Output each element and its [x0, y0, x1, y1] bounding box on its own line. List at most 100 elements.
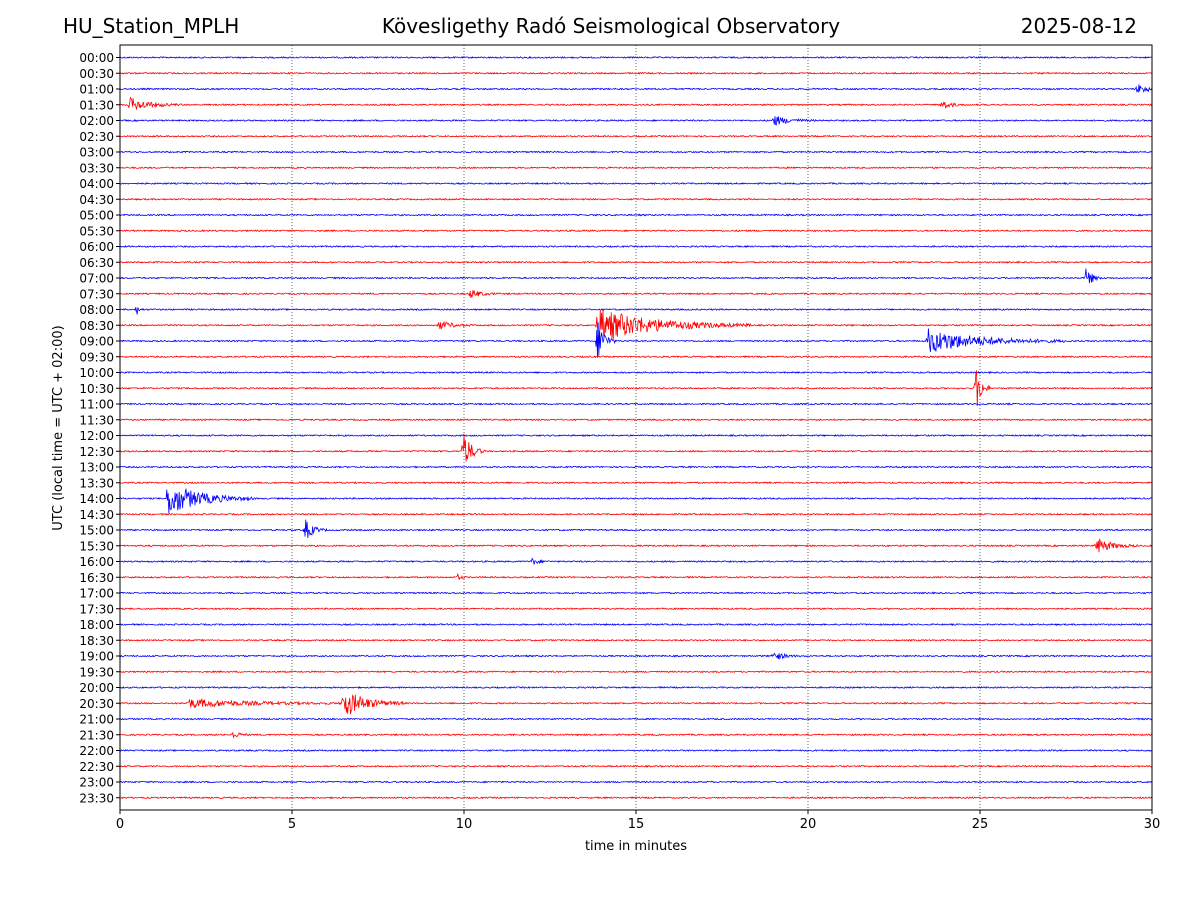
- trace-0130: [119, 96, 1153, 110]
- trace-1200: [119, 434, 1153, 438]
- x-tick-label: 15: [628, 817, 645, 832]
- trace-2330: [119, 796, 1153, 800]
- y-tick-label: 12:00: [79, 429, 114, 443]
- y-tick-label: 18:30: [79, 634, 114, 648]
- y-tick-label: 13:30: [79, 476, 114, 490]
- trace-0730: [119, 289, 1153, 299]
- trace-0000: [119, 55, 1153, 59]
- trace-2000: [119, 685, 1153, 690]
- y-tick-label: 11:30: [79, 413, 114, 427]
- y-tick-label: 08:00: [79, 303, 114, 317]
- y-tick-label: 19:00: [79, 650, 114, 664]
- grid-lines: [291, 45, 981, 810]
- y-tick-label: 23:00: [79, 776, 114, 790]
- trace-0700: [119, 268, 1153, 284]
- y-tick-label: 16:00: [79, 555, 114, 569]
- chart-title: Kövesligethy Radó Seismological Observat…: [381, 14, 841, 38]
- y-tick-label: 14:30: [79, 508, 114, 522]
- trace-0200: [119, 116, 1153, 126]
- trace-1930: [119, 670, 1153, 674]
- y-tick-label: 06:00: [79, 240, 114, 254]
- x-axis-label: time in minutes: [585, 839, 687, 854]
- y-tick-label: 10:00: [79, 366, 114, 380]
- trace-2030: [119, 694, 1153, 715]
- y-tick-label: 08:30: [79, 319, 114, 333]
- trace-1100: [119, 402, 1153, 406]
- trace-0630: [119, 260, 1153, 264]
- trace-1830: [119, 638, 1153, 642]
- y-tick-label: 07:30: [79, 287, 114, 301]
- y-tick-label: 00:30: [79, 67, 114, 81]
- seismic-traces: [119, 55, 1153, 800]
- trace-1730: [119, 607, 1153, 611]
- y-tick-label: 09:00: [79, 335, 114, 349]
- trace-2130: [119, 731, 1153, 739]
- y-tick-label: 17:00: [79, 587, 114, 601]
- y-tick-label: 02:00: [79, 114, 114, 128]
- trace-0930: [119, 355, 1153, 359]
- trace-0100: [119, 84, 1153, 93]
- y-tick-label: 20:00: [79, 681, 114, 695]
- trace-0330: [119, 166, 1153, 170]
- trace-2300: [119, 780, 1153, 784]
- y-tick-label: 06:30: [79, 256, 114, 270]
- y-tick-label: 20:30: [79, 697, 114, 711]
- y-tick-label: 21:30: [79, 728, 114, 742]
- trace-1130: [119, 418, 1153, 422]
- y-tick-label: 03:30: [79, 161, 114, 175]
- y-tick-label: 01:30: [79, 98, 114, 112]
- y-tick-label: 01:00: [79, 83, 114, 97]
- y-tick-label: 15:30: [79, 539, 114, 553]
- y-tick-label: 23:30: [79, 791, 114, 805]
- y-tick-label: 18:00: [79, 618, 114, 632]
- y-tick-label: 04:30: [79, 193, 114, 207]
- x-axis-ticks: 0 5 10 15 20 25 30: [116, 810, 1160, 832]
- trace-2230: [119, 764, 1153, 768]
- trace-1230: [119, 433, 1153, 462]
- y-axis-label: UTC (local time = UTC + 02:00): [51, 325, 66, 530]
- y-tick-label: 05:30: [79, 224, 114, 238]
- y-tick-label: 00:00: [79, 51, 114, 65]
- trace-0900: [119, 322, 1153, 358]
- y-tick-label: 12:30: [79, 445, 114, 459]
- y-tick-label: 03:00: [79, 146, 114, 160]
- trace-1800: [119, 622, 1153, 627]
- y-tick-label: 04:00: [79, 177, 114, 191]
- chart-date: 2025-08-12: [1020, 14, 1137, 38]
- trace-1530: [119, 538, 1153, 553]
- trace-0800: [119, 307, 1153, 315]
- y-tick-label: 22:00: [79, 744, 114, 758]
- y-tick-label: 19:30: [79, 665, 114, 679]
- trace-0830: [119, 310, 1153, 342]
- trace-1500: [119, 519, 1153, 538]
- trace-1430: [119, 512, 1153, 516]
- trace-1030: [119, 370, 1153, 407]
- trace-1000: [119, 370, 1153, 375]
- trace-0400: [119, 182, 1153, 186]
- x-tick-label: 20: [800, 817, 817, 832]
- trace-0430: [119, 197, 1153, 201]
- y-tick-label: 15:00: [79, 524, 114, 538]
- trace-2200: [119, 749, 1153, 753]
- trace-0530: [119, 229, 1153, 233]
- trace-1700: [119, 591, 1153, 595]
- trace-1900: [119, 652, 1153, 661]
- y-tick-label: 13:00: [79, 461, 114, 475]
- trace-0600: [119, 244, 1153, 249]
- trace-0300: [119, 150, 1153, 154]
- y-tick-label: 09:30: [79, 350, 114, 364]
- x-tick-label: 30: [1144, 817, 1161, 832]
- x-tick-label: 5: [288, 817, 296, 832]
- y-tick-label: 02:30: [79, 130, 114, 144]
- y-tick-label: 11:00: [79, 398, 114, 412]
- y-tick-label: 07:00: [79, 272, 114, 286]
- trace-0230: [119, 134, 1153, 138]
- y-tick-label: 10:30: [79, 382, 114, 396]
- y-tick-label: 17:30: [79, 602, 114, 616]
- y-tick-label: 16:30: [79, 571, 114, 585]
- x-tick-label: 10: [456, 817, 473, 832]
- trace-1330: [119, 481, 1153, 485]
- y-tick-label: 22:30: [79, 760, 114, 774]
- trace-1300: [119, 465, 1153, 469]
